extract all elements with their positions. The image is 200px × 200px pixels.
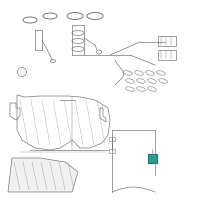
Bar [148,154,157,163]
Polygon shape [8,158,78,192]
Bar [109,149,115,153]
Bar [158,50,176,60]
Bar [109,137,115,141]
Bar [158,36,176,46]
